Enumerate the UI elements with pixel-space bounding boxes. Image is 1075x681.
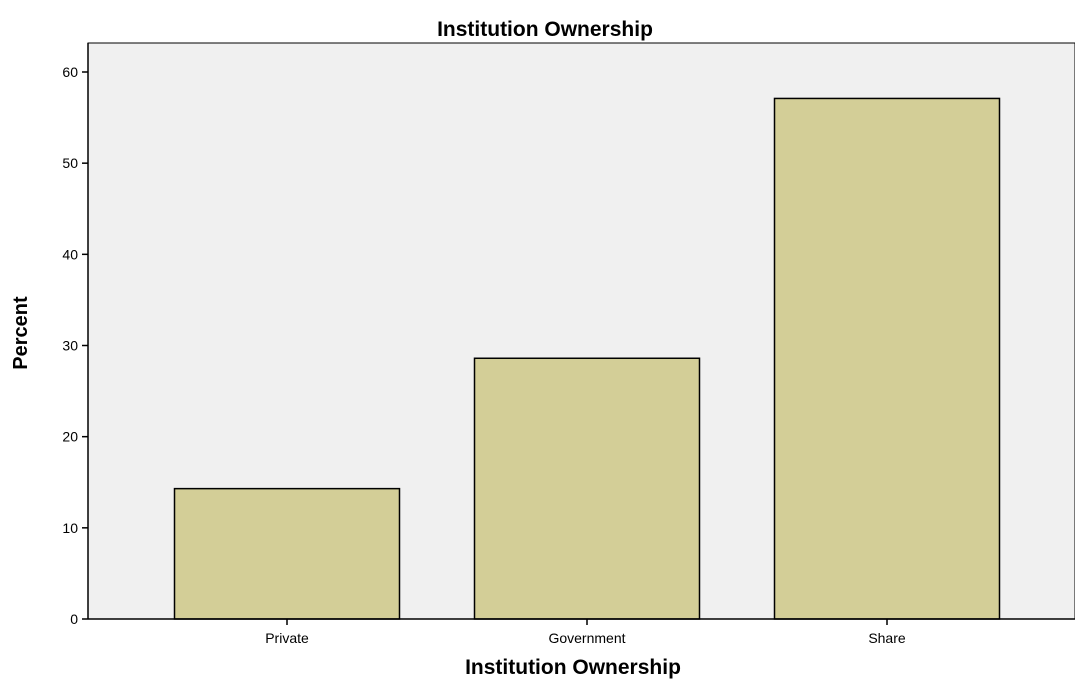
bar-private <box>173 487 401 620</box>
x-tick-label: Government <box>548 630 625 646</box>
bar-government <box>473 357 701 620</box>
y-axis: 0 10 20 30 40 50 60 <box>62 43 89 627</box>
y-tick-label: 60 <box>62 64 78 80</box>
y-tick-label: 20 <box>62 429 78 445</box>
x-axis-title: Institution Ownership <box>465 656 681 679</box>
y-axis-title: Percent <box>10 296 32 370</box>
y-tick-label: 0 <box>70 611 78 627</box>
chart-title: Institution Ownership <box>437 18 653 41</box>
y-tick-label: 50 <box>62 155 78 171</box>
x-tick-label: Private <box>265 630 309 646</box>
bar-share <box>773 97 1001 620</box>
y-tick-label: 30 <box>62 338 78 354</box>
x-tick-label: Share <box>868 630 906 646</box>
y-tick-label: 40 <box>62 246 78 262</box>
y-tick-label: 10 <box>62 520 78 536</box>
x-axis: Private Government Share <box>88 618 1075 646</box>
